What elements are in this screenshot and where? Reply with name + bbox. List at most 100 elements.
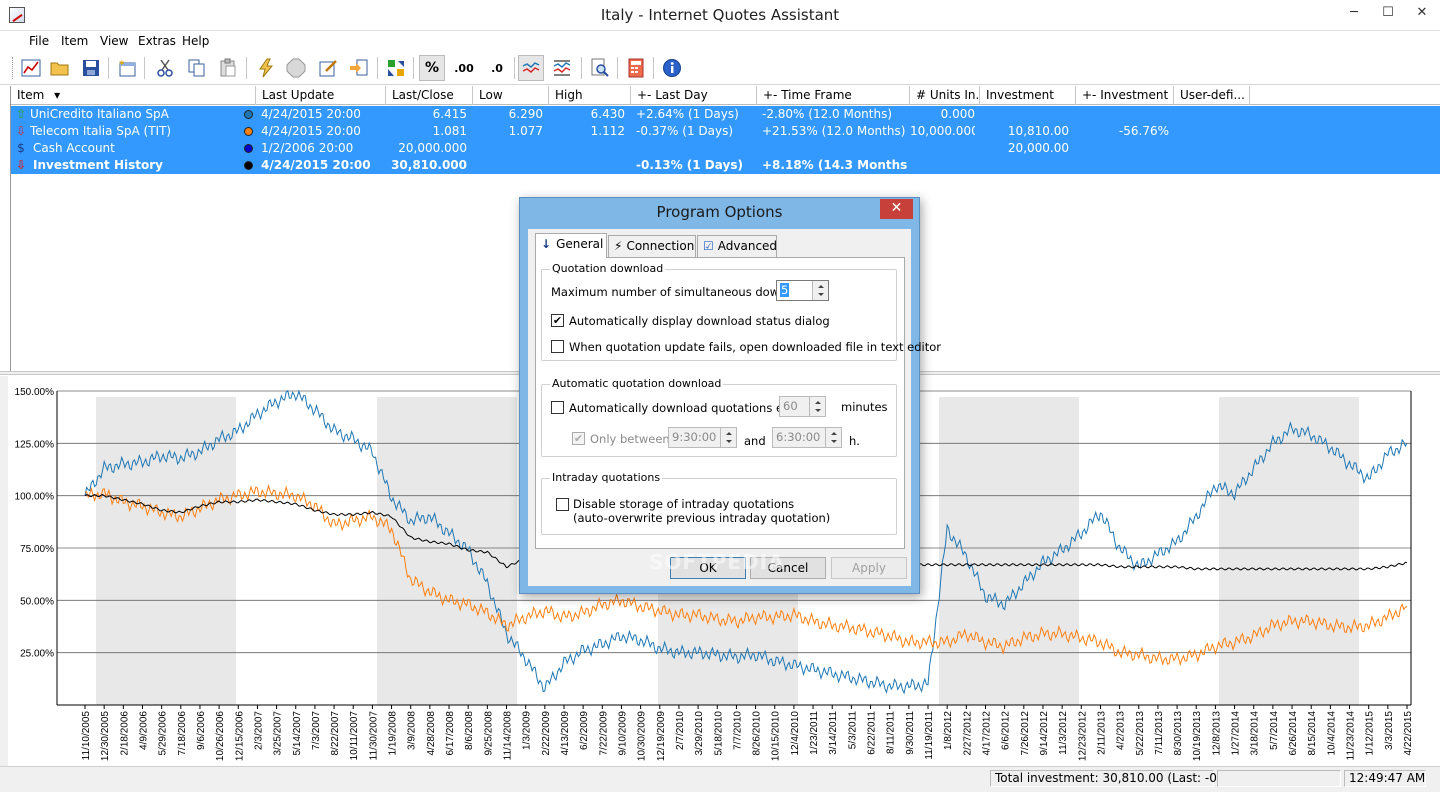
print-preview-icon[interactable] [587,55,613,81]
cut-icon[interactable] [152,55,178,81]
paste-icon[interactable] [215,55,241,81]
menu-bar: File Item View Extras Help [0,31,1440,51]
calculator-icon[interactable] [623,55,649,81]
info-icon[interactable] [659,55,685,81]
exchange-icon[interactable] [383,55,409,81]
x-tick-label: 5/7/2014 [1269,711,1280,750]
tab-connection[interactable]: ⚡ Connection [608,235,696,257]
x-tick-label: 4/13/2009 [560,711,571,756]
line-chart-icon[interactable] [518,55,544,81]
range-chart-icon[interactable] [549,55,575,81]
time-to-field[interactable]: 6:30:00 F [772,427,842,448]
dialog-body: ↓ General ⚡ Connection ☑ Advanced Quotation… [528,229,941,586]
minimize-button[interactable]: ─ [1350,5,1358,20]
maximize-button[interactable]: ☐ [1382,5,1394,20]
column-header-last-day[interactable]: +- Last Day [631,86,757,105]
spin-arrows-icon[interactable] [825,428,841,447]
minutes-label: minutes [841,400,888,414]
x-tick-label: 9/10/2009 [617,711,628,756]
menu-file[interactable]: File [29,34,50,48]
menu-extras[interactable]: Extras [138,34,176,48]
column-header-user-defined[interactable]: User-defi... [1174,86,1250,105]
y-tick-label: 150.00% [15,387,55,398]
spin-arrows-icon[interactable] [809,397,825,416]
x-tick-label: 3/25/2007 [273,711,284,756]
last-update: 4/24/2015 20:00 [261,124,361,138]
only-between-checkbox[interactable]: ✔ [572,432,585,445]
x-tick-label: 1/23/2011 [809,711,820,755]
lightning-icon[interactable] [253,55,279,81]
open-folder-icon[interactable] [47,55,73,81]
spin-arrows-icon[interactable] [720,428,736,447]
title-bar: Italy - Internet Quotes Assistant ─ ☐ ✕ [0,0,1440,31]
edit-icon[interactable] [315,55,341,81]
apply-button[interactable]: Apply [831,557,907,579]
auto-display-checkbox[interactable]: ✔ [551,314,564,327]
new-item-icon[interactable]: ✶ [114,55,140,81]
plug-icon: ⚡ [614,239,623,253]
menu-view[interactable]: View [100,34,129,48]
x-tick-label: 4/9/2006 [138,711,149,750]
x-tick-label: 10/30/2009 [637,711,648,761]
program-options-dialog: Program Options ✕ ↓ General ⚡ Connection ☑… [519,197,941,594]
column-header-units[interactable]: # Units In... [910,86,980,105]
decrease-decimals-button[interactable]: .0 [491,61,503,75]
menu-item[interactable]: Item [61,34,89,48]
series-line [84,389,1408,695]
column-header-low[interactable]: Low [473,86,549,105]
toolbar-grip[interactable] [12,57,15,79]
open-failed-checkbox[interactable] [551,340,564,353]
time-from-value: 9:30:00 / [672,430,724,444]
menu-help[interactable]: Help [182,34,210,48]
increase-decimals-button[interactable]: .00 [454,61,474,75]
interval-stepper[interactable]: 60 [779,396,826,417]
interval-value: 60 [783,399,798,413]
window-title: Italy - Internet Quotes Assistant [600,6,840,24]
last-update: 4/24/2015 20:00 [261,107,361,121]
and-label: and [744,434,766,448]
x-tick-label: 10/26/2006 [215,711,226,761]
table-row[interactable]: ⇩ Telecom Italia SpA (TIT) 4/24/2015 20:… [11,123,1440,140]
spin-arrows-icon[interactable] [812,281,828,300]
auto-download-checkbox[interactable] [551,401,564,414]
low: 6.290 [508,107,543,121]
x-tick-label: 2/11/2013 [1096,711,1107,755]
column-header-last-close[interactable]: Last/Close [386,86,473,105]
chart-icon[interactable] [18,55,44,81]
app-icon[interactable] [9,7,25,23]
dialog-close-button[interactable]: ✕ [880,199,913,219]
column-header-item[interactable]: Item ▾ [11,86,256,105]
table-row[interactable]: ⇩ Investment History 4/24/2015 20:00 30,… [11,157,1440,174]
series-color-dot [244,144,253,153]
save-icon[interactable] [78,55,104,81]
column-header-time-frame[interactable]: +- Time Frame [757,86,910,105]
disable-intraday-checkbox[interactable] [556,498,569,511]
low: 1.077 [508,124,543,138]
percent-button[interactable]: % [419,55,445,81]
x-tick-label: 3/18/2014 [1250,711,1261,756]
time-frame: +21.53% (12.0 Months) [762,124,906,138]
table-row[interactable]: ⇧ UniCredito Italiano SpA 4/24/2015 20:0… [11,106,1440,123]
x-tick-label: 11/14/2008 [503,711,514,761]
column-header-investment[interactable]: Investment [980,86,1076,105]
cancel-button[interactable]: Cancel [750,557,826,579]
max-downloads-stepper[interactable]: 5 [776,280,829,301]
copy-icon[interactable] [184,55,210,81]
stop-icon[interactable] [283,55,309,81]
tab-general[interactable]: ↓ General [535,233,607,258]
time-from-field[interactable]: 9:30:00 / [668,427,737,448]
x-tick-label: 10/4/2014 [1326,711,1337,756]
column-header-high[interactable]: High [549,86,631,105]
close-button[interactable]: ✕ [1416,5,1428,20]
import-icon[interactable] [346,55,372,81]
tab-advanced[interactable]: ☑ Advanced [697,235,777,257]
y-tick-label: 100.00% [15,492,55,503]
table-row[interactable]: $ Cash Account 1/2/2006 20:00 20,000.000… [11,140,1440,157]
x-tick-label: 10/11/2007 [349,711,360,761]
x-tick-label: 3/14/2011 [828,711,839,755]
last-day: -0.37% (1 Days) [636,124,734,138]
ok-button[interactable]: OK [670,557,746,579]
column-header-last-update[interactable]: Last Update [256,86,386,105]
arrow-down-icon: ⇩ [15,124,27,138]
column-header-investment-change[interactable]: +- Investment [1076,86,1174,105]
